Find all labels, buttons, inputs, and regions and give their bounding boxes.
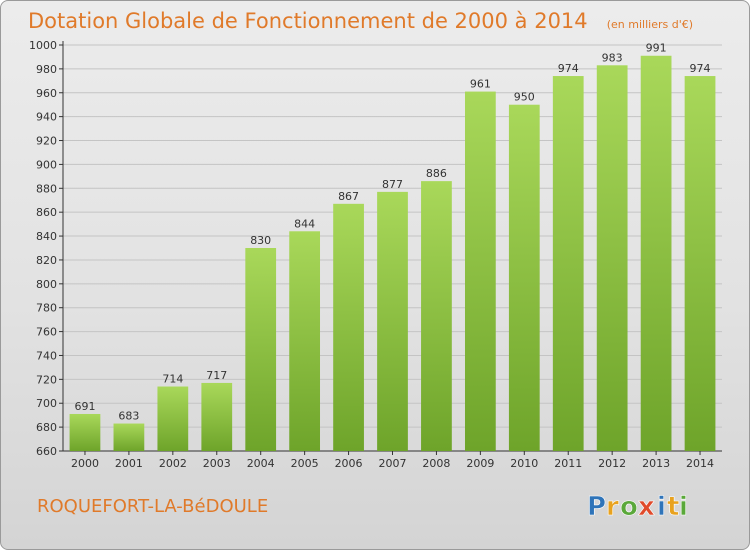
x-tick-label: 2007 xyxy=(379,457,407,470)
logo-letter: P xyxy=(587,492,606,522)
bar xyxy=(421,181,452,452)
y-tick-label: 880 xyxy=(36,182,57,195)
data-label: 717 xyxy=(206,369,227,382)
bar xyxy=(552,76,584,451)
y-tick-label: 740 xyxy=(36,349,57,362)
x-tick-label: 2003 xyxy=(203,457,231,470)
bar xyxy=(684,76,716,451)
x-tick-label: 2012 xyxy=(598,457,626,470)
x-tick-label: 2010 xyxy=(510,457,538,470)
data-label: 867 xyxy=(338,190,359,203)
data-label: 974 xyxy=(558,62,579,75)
y-tick-label: 780 xyxy=(36,302,57,315)
bar xyxy=(113,423,145,451)
bar xyxy=(245,248,277,451)
y-tick-label: 960 xyxy=(36,87,57,100)
chart-title-group: Dotation Globale de Fonctionnement de 20… xyxy=(28,9,693,33)
bars xyxy=(69,55,716,452)
y-tick-label: 840 xyxy=(36,230,57,243)
data-label: 683 xyxy=(118,410,139,423)
logo-letter: r xyxy=(606,492,619,522)
y-tick-label: 980 xyxy=(36,63,57,76)
logo-letter: i xyxy=(679,492,688,522)
y-tick-label: 820 xyxy=(36,254,57,267)
x-tick-label: 2009 xyxy=(466,457,494,470)
data-label: 950 xyxy=(514,91,535,104)
logo-letter: o xyxy=(620,492,638,522)
logo-letter: t xyxy=(667,492,679,522)
chart-unit: (en milliers d'€) xyxy=(606,18,694,31)
x-tick-label: 2013 xyxy=(642,457,670,470)
data-label: 983 xyxy=(602,51,623,64)
x-tick-label: 2006 xyxy=(335,457,363,470)
data-label: 961 xyxy=(470,78,491,91)
data-label: 844 xyxy=(294,217,315,230)
commune-name: ROQUEFORT-LA-BéDOULE xyxy=(37,496,269,517)
x-tick-label: 2008 xyxy=(422,457,450,470)
bar xyxy=(464,91,496,451)
bar xyxy=(201,382,233,451)
x-tick-label: 2005 xyxy=(291,457,319,470)
y-tick-label: 680 xyxy=(36,421,57,434)
x-tick-label: 2001 xyxy=(115,457,143,470)
data-label: 991 xyxy=(646,42,667,55)
y-tick-label: 900 xyxy=(36,158,57,171)
labels: 660 680 700 720 740 760 780 800 820 840 860 880 900 9… xyxy=(29,39,714,470)
y-tick-label: 1000 xyxy=(29,39,57,52)
bar xyxy=(333,203,364,451)
data-label: 886 xyxy=(426,167,447,180)
bar xyxy=(640,55,672,451)
bar xyxy=(508,104,540,452)
bar xyxy=(377,191,408,451)
y-tick-label: 920 xyxy=(36,135,57,148)
data-label: 714 xyxy=(162,373,183,386)
y-tick-label: 940 xyxy=(36,111,57,124)
x-tick-label: 2002 xyxy=(159,457,187,470)
x-tick-label: 2014 xyxy=(686,457,714,470)
data-label: 877 xyxy=(382,178,403,191)
y-tick-label: 860 xyxy=(36,206,57,219)
bar xyxy=(69,413,101,451)
data-label: 830 xyxy=(250,234,271,247)
y-tick-label: 760 xyxy=(36,326,57,339)
bar xyxy=(157,386,189,451)
data-label: 974 xyxy=(690,62,711,75)
chart-title: Dotation Globale de Fonctionnement de 20… xyxy=(28,9,588,33)
bar xyxy=(289,231,321,451)
bar xyxy=(596,65,628,452)
y-tick-label: 800 xyxy=(36,278,57,291)
x-tick-label: 2000 xyxy=(71,457,99,470)
y-tick-label: 700 xyxy=(36,397,57,410)
logo-letter: i xyxy=(657,492,666,522)
data-label: 691 xyxy=(74,400,95,413)
logo-letter: x xyxy=(638,492,655,522)
x-tick-label: 2011 xyxy=(554,457,582,470)
y-tick-label: 660 xyxy=(36,445,57,458)
y-tick-label: 720 xyxy=(36,373,57,386)
x-tick-label: 2004 xyxy=(247,457,275,470)
